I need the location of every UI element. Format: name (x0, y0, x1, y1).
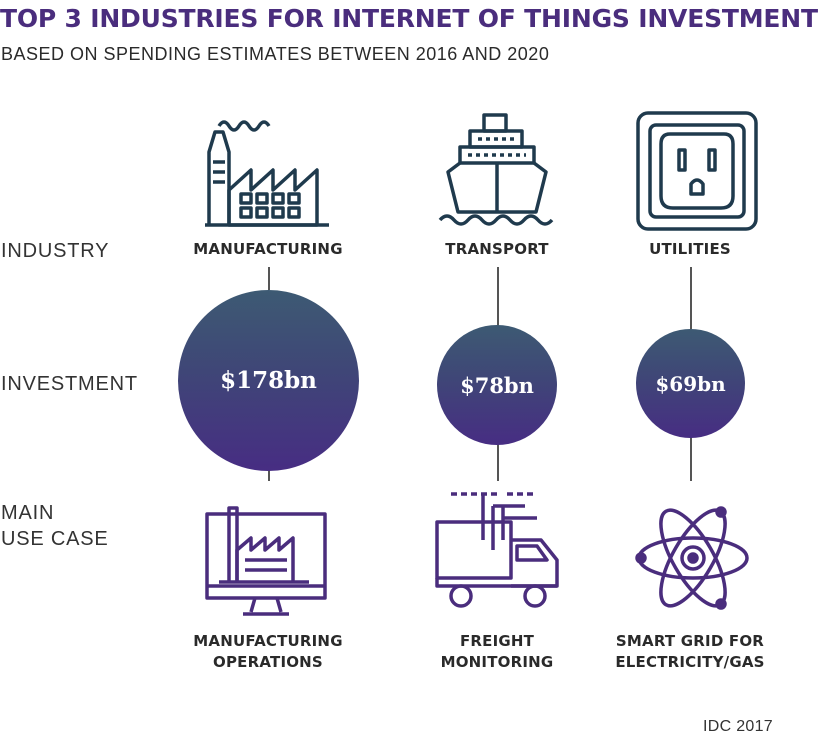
connector-line-manufacturing-bottom (268, 466, 270, 481)
factory-icon (205, 120, 329, 227)
source-credit: IDC 2017 (703, 718, 773, 735)
investment-value-manufacturing: $178bn (220, 367, 317, 394)
investment-bubble-transport: $78bn (437, 325, 557, 445)
use-case-label-utilities: SMART GRID FOR ELECTRICITY/GAS (590, 631, 790, 673)
connector-line-transport-bottom (497, 440, 499, 481)
row-label-use-case: MAIN USE CASE (1, 500, 109, 552)
row-label-use-case-line-2: USE CASE (1, 528, 109, 550)
ship-icon (438, 113, 554, 226)
use-case-label-transport-line-2: MONITORING (440, 653, 554, 671)
page-subtitle: BASED ON SPENDING ESTIMATES BETWEEN 2016… (1, 44, 550, 64)
use-case-label-manufacturing-line-2: OPERATIONS (213, 653, 323, 671)
delivery-truck-icon (435, 492, 559, 608)
row-label-industry: INDUSTRY (1, 240, 110, 262)
industry-label-transport: TRANSPORT (445, 240, 549, 258)
row-label-investment: INVESTMENT (1, 373, 138, 395)
page-title: TOP 3 INDUSTRIES FOR INTERNET OF THINGS … (0, 4, 818, 33)
industry-label-manufacturing: MANUFACTURING (193, 240, 343, 258)
investment-bubble-utilities: $69bn (636, 329, 745, 438)
use-case-label-transport-line-1: FREIGHT (459, 632, 535, 650)
use-case-label-utilities-line-2: ELECTRICITY/GAS (615, 653, 765, 671)
use-case-label-transport: FREIGHT MONITORING (397, 631, 597, 673)
connector-line-transport-top (497, 267, 499, 326)
investment-value-transport: $78bn (460, 372, 534, 398)
investment-bubble-manufacturing: $178bn (178, 290, 359, 471)
atom-icon (635, 506, 749, 610)
row-label-use-case-line-1: MAIN (1, 502, 55, 524)
use-case-label-utilities-line-1: SMART GRID FOR (615, 632, 765, 650)
use-case-label-manufacturing: MANUFACTURING OPERATIONS (168, 631, 368, 673)
connector-line-utilities-bottom (690, 437, 692, 481)
power-outlet-icon (636, 111, 758, 231)
monitor-factory-icon (205, 506, 327, 616)
connector-line-manufacturing-top (268, 267, 270, 290)
investment-value-utilities: $69bn (655, 371, 726, 396)
connector-line-utilities-top (690, 267, 692, 329)
industry-label-utilities: UTILITIES (649, 240, 731, 258)
use-case-label-manufacturing-line-1: MANUFACTURING (193, 632, 343, 650)
